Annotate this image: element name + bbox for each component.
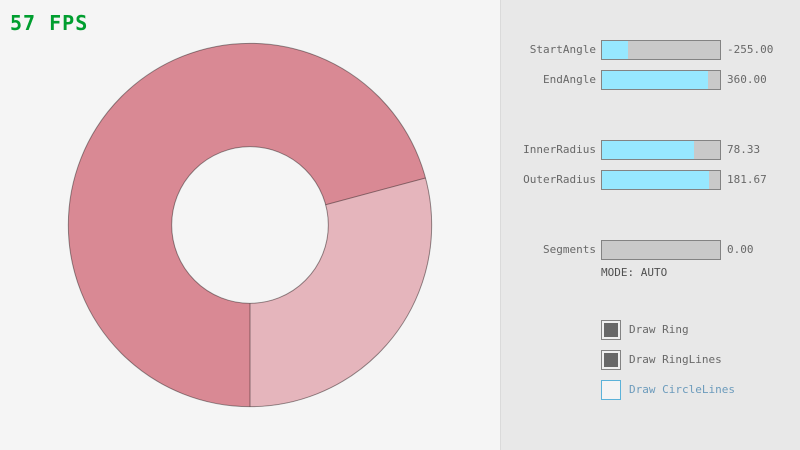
draw-circlelines-label: Draw CircleLines bbox=[629, 383, 735, 396]
endangle-slider-fill bbox=[602, 71, 709, 89]
draw-ringlines-label: Draw RingLines bbox=[629, 353, 722, 366]
innerradius-slider-fill bbox=[602, 141, 695, 159]
ring-single-region bbox=[250, 177, 432, 407]
segments-mode-text: MODE: AUTO bbox=[601, 266, 668, 279]
draw-ring-checkbox[interactable] bbox=[601, 320, 621, 340]
segments-value: 0.00 bbox=[727, 243, 754, 256]
segments-label: Segments bbox=[543, 243, 596, 256]
slider-row-segments: Segments 0.00 bbox=[501, 240, 800, 260]
ring-outer-outline bbox=[67, 42, 433, 408]
ring-preview-canvas bbox=[67, 42, 433, 408]
slider-row-innerradius: InnerRadius 78.33 bbox=[501, 140, 800, 160]
slider-row-startangle: StartAngle -255.00 bbox=[501, 40, 800, 60]
draw-circlelines-checkbox[interactable] bbox=[601, 380, 621, 400]
ring-start-cap-line bbox=[325, 177, 426, 206]
segments-sliderbar[interactable] bbox=[601, 240, 721, 260]
checkbox-draw-ring[interactable]: Draw Ring bbox=[501, 320, 800, 340]
outerradius-label: OuterRadius bbox=[523, 173, 596, 186]
draw-ringlines-checkbox[interactable] bbox=[601, 350, 621, 370]
ring-inner-outline bbox=[171, 146, 329, 304]
draw-ring-label: Draw Ring bbox=[629, 323, 689, 336]
startangle-slider-fill bbox=[602, 41, 628, 59]
outerradius-slider-fill bbox=[602, 171, 710, 189]
innerradius-label: InnerRadius bbox=[523, 143, 596, 156]
slider-row-endangle: EndAngle 360.00 bbox=[501, 70, 800, 90]
checkbox-draw-circlelines[interactable]: Draw CircleLines bbox=[501, 380, 800, 400]
outerradius-sliderbar[interactable] bbox=[601, 170, 721, 190]
endangle-value: 360.00 bbox=[727, 73, 767, 86]
innerradius-value: 78.33 bbox=[727, 143, 761, 156]
endangle-label: EndAngle bbox=[543, 73, 596, 86]
draw-ring-checkmark bbox=[604, 323, 618, 337]
outerradius-value: 181.67 bbox=[727, 173, 767, 186]
fps-counter: 57 FPS bbox=[10, 11, 89, 35]
startangle-label: StartAngle bbox=[529, 43, 596, 56]
controls-panel: StartAngle -255.00 EndAngle 360.00 Inner… bbox=[500, 0, 800, 450]
innerradius-sliderbar[interactable] bbox=[601, 140, 721, 160]
draw-ringlines-checkmark bbox=[604, 353, 618, 367]
checkbox-draw-ringlines[interactable]: Draw RingLines bbox=[501, 350, 800, 370]
endangle-sliderbar[interactable] bbox=[601, 70, 721, 90]
startangle-value: -255.00 bbox=[727, 43, 774, 56]
startangle-sliderbar[interactable] bbox=[601, 40, 721, 60]
slider-row-outerradius: OuterRadius 181.67 bbox=[501, 170, 800, 190]
